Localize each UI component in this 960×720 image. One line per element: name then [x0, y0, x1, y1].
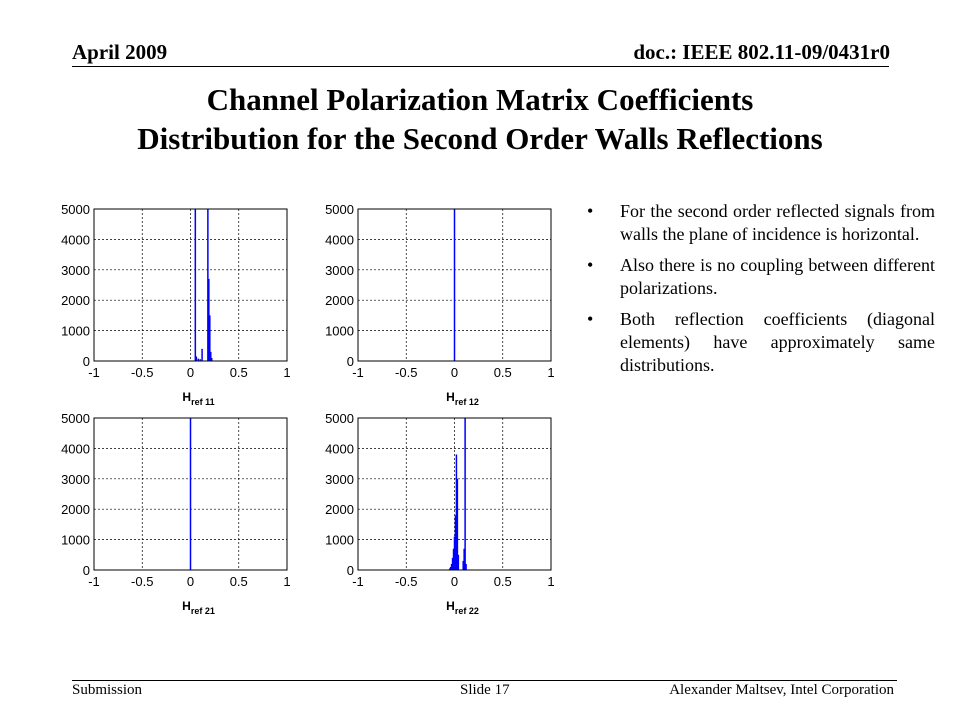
y-tick-label: 4000 — [325, 232, 354, 247]
histogram-bar — [455, 454, 458, 570]
histogram-bar — [451, 557, 454, 570]
histogram-bar — [456, 478, 459, 570]
y-tick-label: 3000 — [61, 263, 90, 278]
bullet-item: • Both reflection coefficients (diagonal … — [587, 308, 935, 377]
footer-slide-number: Slide 17 — [460, 682, 510, 698]
header-doc-id: doc.: IEEE 802.11-09/0431r0 — [633, 40, 890, 64]
plot-frame — [357, 417, 552, 571]
x-tick-label: 1 — [283, 365, 290, 380]
x-tick-label: -0.5 — [395, 365, 417, 380]
bullet-text: For the second order reflected signals f… — [620, 201, 935, 244]
histogram-bar — [194, 209, 197, 361]
footer-divider — [72, 680, 897, 681]
y-tick-label: 0 — [347, 563, 354, 578]
histogram-bar — [453, 209, 456, 361]
slide-title: Channel Polarization Matrix Coefficients… — [40, 80, 920, 158]
histogram-bar — [453, 536, 456, 570]
y-tick-label: 1000 — [61, 324, 90, 339]
x-tick-label: 0.5 — [230, 574, 248, 589]
histogram-bar — [210, 357, 213, 361]
histogram-bar — [448, 568, 451, 570]
y-tick-label: 1000 — [325, 533, 354, 548]
histogram-bar — [210, 351, 212, 361]
histogram-bar — [450, 563, 453, 570]
bullet-text: Both reflection coefficients (diagonal e… — [620, 309, 935, 375]
x-tick-label: -0.5 — [131, 365, 153, 380]
y-tick-label: 2000 — [61, 293, 90, 308]
bullet-dot: • — [587, 201, 594, 221]
x-tick-label: -1 — [352, 365, 364, 380]
histogram-bar — [197, 358, 199, 361]
x-axis-label: Href 12 — [446, 390, 479, 407]
bullet-text: Also there is no coupling between differ… — [620, 255, 935, 298]
x-tick-label: 0.5 — [494, 365, 512, 380]
histogram-bar — [195, 356, 198, 361]
y-tick-label: 1000 — [61, 533, 90, 548]
y-tick-label: 0 — [83, 354, 90, 369]
x-tick-label: 1 — [547, 574, 554, 589]
title-line-1: Channel Polarization Matrix Coefficients — [206, 82, 754, 117]
y-tick-label: 1000 — [325, 324, 354, 339]
x-axis-label: Href 11 — [182, 390, 214, 407]
x-tick-label: 0 — [451, 365, 458, 380]
x-tick-label: 0.5 — [494, 574, 512, 589]
histogram-bar — [189, 418, 192, 570]
footer-submission: Submission — [72, 682, 143, 698]
x-tick-label: -1 — [88, 574, 100, 589]
x-tick-label: 0.5 — [230, 365, 248, 380]
footer-author: Alexander Maltsev, Intel Corporation — [669, 682, 894, 698]
y-tick-label: 3000 — [61, 472, 90, 487]
y-tick-label: 4000 — [325, 441, 354, 456]
header-date: April 2009 — [72, 40, 168, 64]
x-tick-label: -1 — [88, 365, 100, 380]
histogram-bar — [209, 315, 211, 361]
x-tick-label: -0.5 — [131, 574, 153, 589]
y-tick-label: 3000 — [325, 472, 354, 487]
x-tick-label: 0 — [187, 365, 194, 380]
y-tick-label: 4000 — [61, 441, 90, 456]
bullet-list: • For the second order reflected signals … — [587, 200, 935, 385]
y-tick-label: 5000 — [61, 411, 90, 426]
x-tick-label: -1 — [352, 574, 364, 589]
bullet-dot: • — [587, 255, 594, 275]
x-tick-label: 1 — [283, 574, 290, 589]
y-tick-label: 2000 — [61, 502, 90, 517]
histogram-bar — [208, 278, 210, 361]
x-tick-label: -0.5 — [395, 574, 417, 589]
x-tick-label: 1 — [547, 365, 554, 380]
y-tick-label: 0 — [347, 354, 354, 369]
histogram-bar — [457, 554, 460, 570]
histogram-bar — [463, 548, 465, 570]
y-tick-label: 4000 — [61, 232, 90, 247]
histogram-bar — [465, 563, 467, 570]
histogram-bar — [207, 209, 209, 361]
y-tick-label: 5000 — [325, 411, 354, 426]
histogram-bar — [452, 548, 455, 570]
title-line-2: Distribution for the Second Order Walls … — [137, 121, 823, 156]
plot-frame — [93, 417, 288, 571]
y-tick-label: 0 — [83, 563, 90, 578]
plot-frame — [357, 208, 552, 362]
histogram-bar — [199, 359, 201, 361]
histogram-bar — [201, 348, 203, 361]
x-axis-label: Href 22 — [446, 599, 479, 616]
histogram-bar — [462, 560, 464, 570]
header-divider — [72, 66, 889, 67]
y-tick-label: 3000 — [325, 263, 354, 278]
y-tick-label: 5000 — [61, 202, 90, 217]
plot-frame — [93, 208, 288, 362]
x-tick-label: 0 — [187, 574, 194, 589]
bullet-item: • Also there is no coupling between diffe… — [587, 254, 935, 300]
histogram-bar — [449, 566, 452, 570]
x-tick-label: 0 — [451, 574, 458, 589]
y-tick-label: 2000 — [325, 502, 354, 517]
bullet-dot: • — [587, 309, 594, 329]
y-tick-label: 2000 — [325, 293, 354, 308]
y-tick-label: 5000 — [325, 202, 354, 217]
x-axis-label: Href 21 — [182, 599, 215, 616]
histogram-bar — [454, 515, 457, 570]
histogram-bar — [464, 418, 466, 570]
bullet-item: • For the second order reflected signals … — [587, 200, 935, 246]
